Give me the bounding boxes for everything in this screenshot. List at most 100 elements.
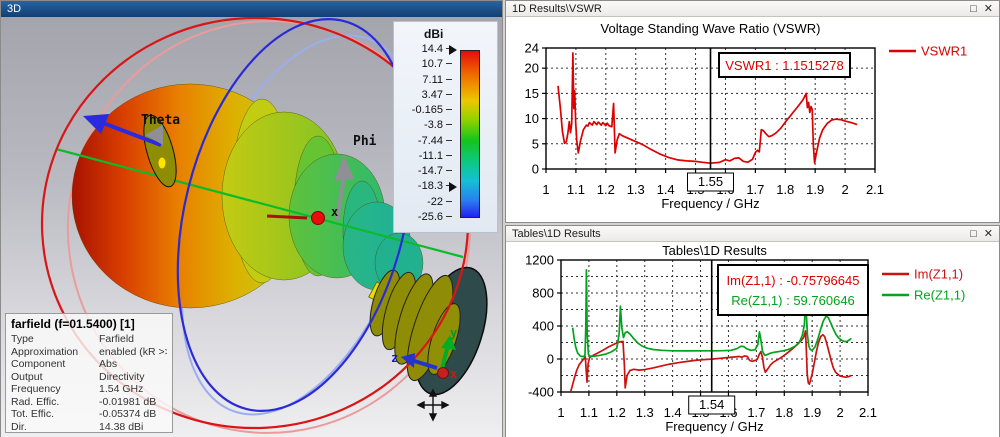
marker-value: 1.55 xyxy=(698,174,723,189)
z-axis-label: z xyxy=(391,351,398,365)
x-tick-label: 1.9 xyxy=(803,405,821,420)
radiation-pattern-3d: Theta Phi x xyxy=(40,17,488,434)
x-tick-label: 1.3 xyxy=(627,182,645,197)
x-tick-label: 1.4 xyxy=(657,182,675,197)
pan-crosshair-icon xyxy=(416,388,450,422)
panel-3d: 3D xyxy=(0,0,503,437)
colorbar-label: 14.4 xyxy=(396,43,452,55)
farfield-lobes xyxy=(71,83,424,309)
theta-axis: Theta xyxy=(83,113,180,147)
farfield-title: farfield (f=01.5400) [1] xyxy=(11,317,135,331)
colorbar-label: -18.3 xyxy=(396,180,452,192)
y-tick-label: 400 xyxy=(532,319,554,334)
x-tick-label: 1 xyxy=(557,405,564,420)
colorbar-label: 3.47 xyxy=(396,89,452,101)
colorbar-label: -0.165 xyxy=(396,104,452,116)
theta-arrowhead-icon xyxy=(83,114,109,134)
x-axis-line-3d xyxy=(55,147,464,259)
marker-value-box[interactable] xyxy=(688,395,736,415)
y-tick-label: 0 xyxy=(547,352,554,367)
legend-label: Re(Z1,1) xyxy=(914,288,965,303)
maximize-button[interactable]: □ xyxy=(970,2,977,15)
curve-VSWR1 xyxy=(557,52,858,165)
close-button[interactable]: ✕ xyxy=(983,227,993,240)
colorbar-level-marker-icon xyxy=(449,182,457,193)
legend-label: VSWR1 xyxy=(921,44,967,59)
x-tick-label: 1.2 xyxy=(608,405,626,420)
maximize-button[interactable]: □ xyxy=(970,227,977,240)
3d-titlebar[interactable]: 3D xyxy=(1,1,502,17)
x-tick-label: 2 xyxy=(836,405,843,420)
x-tick-label: 2.1 xyxy=(859,405,877,420)
impedance-plot[interactable]: 11.11.21.31.41.51.61.71.81.922.1-4000400… xyxy=(506,242,999,437)
vswr-titlebar[interactable]: 1D Results\VSWR □ ✕ xyxy=(506,1,999,17)
x-tick-label: 1.7 xyxy=(746,182,764,197)
x-tick-label: 1.2 xyxy=(597,182,615,197)
x-point-label: x xyxy=(331,205,338,219)
x-axis-label: x xyxy=(450,367,457,381)
farfield-row: Frequency 1.54 GHz xyxy=(11,383,144,395)
colorbar-label: 10.7 xyxy=(396,58,452,70)
coordinate-triad: z y x xyxy=(391,326,457,381)
farfield-row: Output Directivity xyxy=(11,370,145,383)
x-tick-label: 1.4 xyxy=(664,405,682,420)
close-button[interactable]: ✕ xyxy=(983,2,993,15)
y-axis-label: y xyxy=(450,326,457,340)
x-axis-label: Frequency / GHz xyxy=(661,196,759,211)
colorbar-gradient xyxy=(460,50,480,218)
readout-text: Re(Z1,1) : 59.760646 xyxy=(731,293,855,308)
x-tick-label: 1.3 xyxy=(636,405,654,420)
x-tick-label: 1.7 xyxy=(747,405,765,420)
3d-title: 3D xyxy=(7,3,22,15)
x-tick-label: 2.1 xyxy=(866,182,884,197)
curve-Im(Z1,1) xyxy=(569,330,852,392)
y-tick-label: 5 xyxy=(532,136,539,151)
y-tick-label: 1200 xyxy=(525,253,554,268)
farfield-row: Type Farfield xyxy=(11,333,135,345)
marker-value-box[interactable] xyxy=(687,172,734,192)
theta-label: Theta xyxy=(141,113,180,128)
x-tick-label: 1 xyxy=(542,182,549,197)
y-tick-label: -400 xyxy=(528,385,554,400)
readout-text: VSWR1 : 1.1515278 xyxy=(725,58,844,73)
y-tick-label: 15 xyxy=(525,86,539,101)
colorbar-label: -11.1 xyxy=(396,150,452,162)
phi-arrowhead-icon xyxy=(334,155,354,181)
tables-panel-title: Tables\1D Results xyxy=(512,227,601,240)
x-axis-label: Frequency / GHz xyxy=(665,419,763,434)
theta-gray-arrow-icon xyxy=(145,125,163,145)
x-tick-label: 1.1 xyxy=(580,405,598,420)
colorbar-title: dBi xyxy=(424,27,444,41)
colorbar: dBi 14.4 10.7 7.11 3.47 -0.165 -3.8 -7.44 -11.1… xyxy=(393,21,498,233)
readout-text: Im(Z1,1) : -0.75796645 xyxy=(727,273,860,288)
x-tick-label: 1.8 xyxy=(776,182,794,197)
y-tick-label: 20 xyxy=(525,61,539,76)
readout-box xyxy=(718,52,851,78)
x-tick-label: 2 xyxy=(841,182,848,197)
y-tick-label: 10 xyxy=(525,111,539,126)
y-arrowhead-icon xyxy=(441,335,456,350)
colorbar-label: -7.44 xyxy=(396,135,452,147)
3d-viewport[interactable]: Theta Phi x xyxy=(1,17,502,437)
colorbar-label: -22 xyxy=(396,196,452,208)
x-tick-label: 1.9 xyxy=(806,182,824,197)
vswr-plot[interactable]: 11.11.21.31.41.51.61.71.81.922.105101520… xyxy=(506,17,999,222)
x-tick-label: 1.8 xyxy=(775,405,793,420)
farfield-row: Rad. Effic. -0.01981 dB xyxy=(11,395,157,408)
y-tick-label: 0 xyxy=(532,162,539,177)
readout-box xyxy=(717,264,869,316)
panel-tables-1d: Tables\1D Results □ ✕ 11.11.21.31.41.51.… xyxy=(505,225,1000,437)
colorbar-label: -3.8 xyxy=(396,119,452,131)
phi-label: Phi xyxy=(353,134,377,149)
vswr-panel-title: 1D Results\VSWR xyxy=(512,2,602,15)
plot-title: Voltage Standing Wave Ratio (VSWR) xyxy=(601,21,821,36)
farfield-row: Dir. 14.38 dBi xyxy=(11,420,144,433)
colorbar-label: 7.11 xyxy=(396,74,452,86)
colorbar-level-marker-icon xyxy=(449,45,457,55)
curve-Re(Z1,1) xyxy=(571,269,852,358)
tables-titlebar[interactable]: Tables\1D Results □ ✕ xyxy=(506,226,999,242)
colorbar-label: -25.6 xyxy=(396,211,452,223)
x-origin-marker: x xyxy=(266,205,338,225)
x-tick-label: 1.1 xyxy=(567,182,585,197)
